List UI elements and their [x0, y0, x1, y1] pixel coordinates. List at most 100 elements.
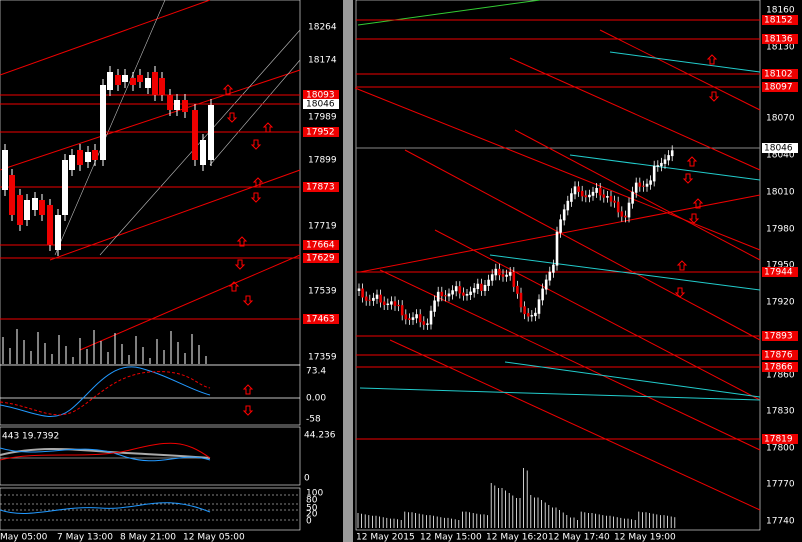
price-label: 18160 — [766, 6, 795, 16]
price-box — [762, 434, 798, 444]
price-box — [762, 69, 798, 79]
candle — [426, 323, 429, 325]
candle — [487, 279, 490, 286]
candle — [32, 198, 38, 210]
candle — [501, 274, 505, 277]
trend-line — [504, 361, 761, 398]
price-box — [762, 362, 798, 372]
trend-line — [489, 254, 761, 291]
osc2-line — [0, 447, 211, 462]
candle — [638, 182, 642, 187]
candle — [411, 317, 415, 320]
candle — [645, 183, 649, 187]
trend-line — [79, 254, 301, 351]
candle — [559, 219, 562, 233]
price-box-label: 17819 — [764, 435, 793, 445]
trend-line — [434, 229, 761, 401]
candle — [208, 105, 214, 160]
trend-line — [0, 0, 211, 76]
arrow-down — [688, 213, 700, 224]
price-box — [762, 34, 798, 44]
candle — [62, 160, 68, 215]
candle — [577, 186, 580, 192]
candle — [494, 268, 498, 276]
candle — [390, 301, 393, 305]
candle — [652, 165, 656, 182]
arrow-up — [676, 260, 688, 271]
osc-label: 80 — [306, 496, 318, 506]
osc2-caption: 443 19.7392 — [2, 432, 59, 442]
candle — [447, 293, 451, 297]
candle — [100, 85, 106, 160]
candle — [2, 150, 8, 190]
candle — [670, 150, 674, 157]
osc-label: 0.00 — [306, 394, 326, 404]
time-label: 12 May 05:00 — [183, 533, 245, 542]
arrow-up — [262, 122, 274, 133]
candle — [562, 209, 566, 221]
price-label: 17770 — [766, 480, 795, 490]
candle — [368, 299, 372, 301]
price-box — [303, 127, 339, 137]
price-box-label: 17463 — [306, 315, 335, 325]
candle — [631, 191, 634, 204]
candle — [122, 75, 128, 82]
candle — [483, 284, 487, 291]
splitter[interactable] — [343, 0, 353, 542]
price-label: 18174 — [308, 56, 337, 66]
trend-line — [54, 0, 166, 256]
osc3-line — [0, 502, 211, 514]
time-label: May 05:00 — [0, 533, 48, 542]
candle — [591, 191, 595, 196]
candle — [541, 288, 544, 301]
candle — [382, 301, 386, 305]
price-box — [303, 314, 339, 324]
candle — [624, 215, 627, 218]
arrow-down — [226, 112, 238, 123]
time-label: 12 May 19:00 — [614, 533, 676, 542]
price-label: 17539 — [308, 287, 337, 297]
trend-line — [357, 0, 541, 26]
arrow-down — [242, 295, 254, 306]
candle — [77, 150, 83, 165]
candle — [660, 162, 663, 167]
arrow-up — [236, 236, 248, 247]
candle — [534, 312, 537, 317]
candle — [397, 304, 400, 307]
osc-label: -58 — [306, 415, 321, 425]
candle — [598, 187, 602, 196]
candle — [9, 175, 15, 215]
candle — [552, 264, 555, 273]
candle — [516, 285, 519, 294]
candle — [436, 291, 440, 302]
candle — [85, 152, 91, 162]
osc2-line — [0, 442, 211, 461]
signal-line — [0, 371, 211, 416]
arrow-up — [242, 384, 254, 395]
candle — [451, 290, 454, 295]
trend-line — [359, 194, 761, 273]
time-label: 8 May 21:00 — [120, 533, 176, 542]
candle — [530, 315, 534, 317]
pane-frame — [0, 426, 301, 486]
candle — [433, 300, 436, 312]
left-chart: 18264 18174 17989 17899 17719 17539 17359 18093… — [0, 0, 339, 542]
candle — [200, 140, 206, 165]
candle — [508, 272, 512, 276]
time-label: 12 May 15:00 — [420, 533, 482, 542]
arrow-up — [222, 84, 234, 95]
candle — [602, 194, 606, 198]
candle — [145, 78, 151, 88]
trend-line — [609, 51, 761, 73]
pane-frame — [0, 487, 301, 531]
candle — [440, 291, 444, 297]
price-box-label: 18097 — [764, 83, 793, 93]
price-box-label: 18152 — [764, 16, 793, 26]
trend-line — [599, 29, 761, 111]
trend-line — [509, 57, 761, 171]
osc-label: 20 — [306, 510, 318, 520]
candle — [649, 180, 652, 185]
candle — [418, 314, 422, 323]
candle — [512, 272, 516, 287]
candle — [544, 279, 548, 290]
